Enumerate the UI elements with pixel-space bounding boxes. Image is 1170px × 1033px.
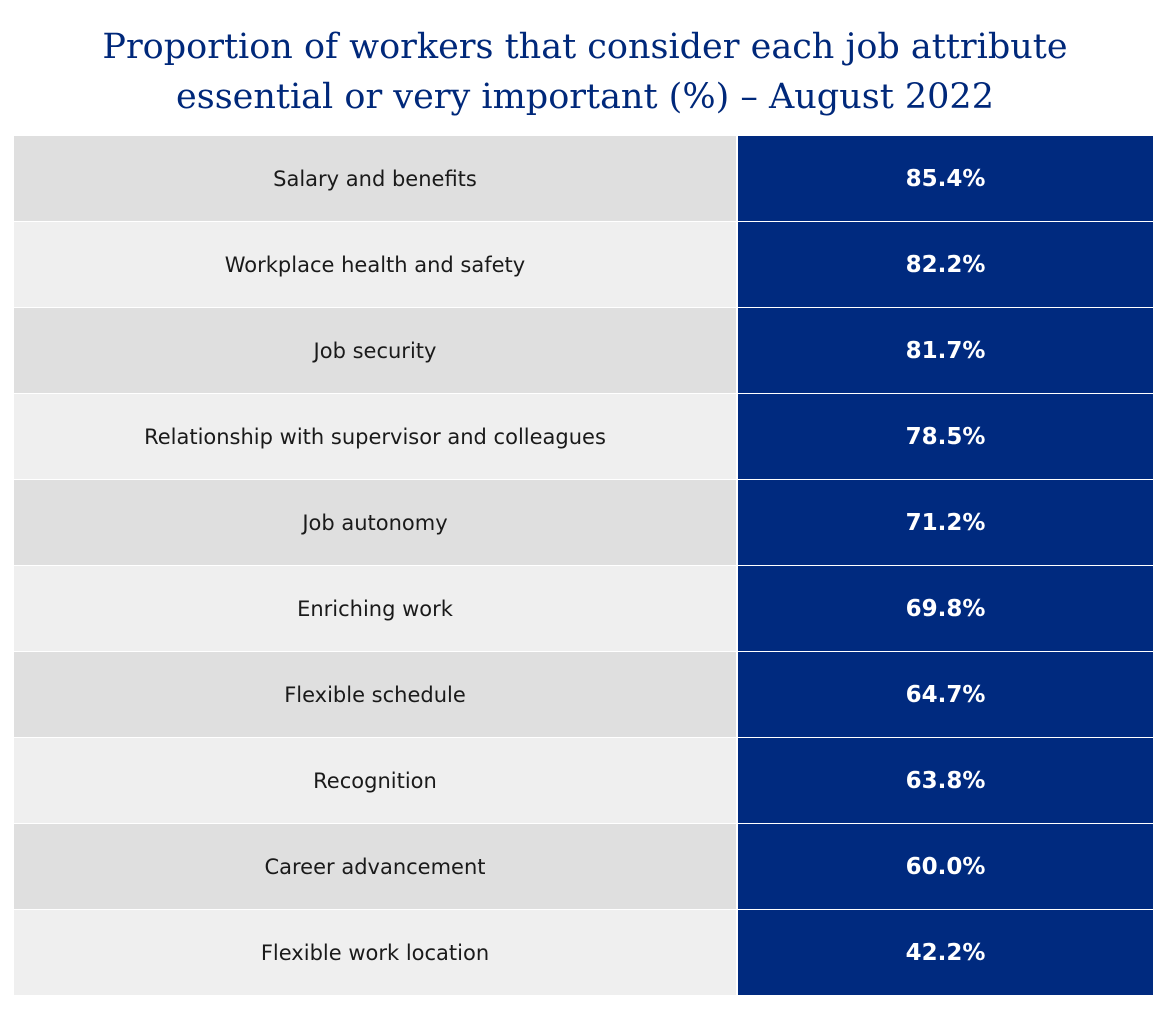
table-row: Flexible schedule 64.7% (14, 652, 1153, 737)
column-divider (736, 652, 738, 737)
table-row: Job security 81.7% (14, 308, 1153, 393)
column-divider (736, 136, 738, 221)
table-row: Relationship with supervisor and colleag… (14, 394, 1153, 479)
attribute-value: 60.0% (738, 824, 1153, 909)
attribute-label: Job security (14, 308, 736, 393)
table-row: Job autonomy 71.2% (14, 480, 1153, 565)
column-divider (736, 738, 738, 823)
attribute-label: Relationship with supervisor and colleag… (14, 394, 736, 479)
attribute-value: 69.8% (738, 566, 1153, 651)
attribute-label: Salary and benefits (14, 136, 736, 221)
attribute-value: 71.2% (738, 480, 1153, 565)
attribute-value: 63.8% (738, 738, 1153, 823)
column-divider (736, 566, 738, 651)
attribute-label: Recognition (14, 738, 736, 823)
chart-title: Proportion of workers that consider each… (0, 22, 1170, 122)
attribute-label: Enriching work (14, 566, 736, 651)
table-row: Career advancement 60.0% (14, 824, 1153, 909)
attribute-value: 82.2% (738, 222, 1153, 307)
table-row: Flexible work location 42.2% (14, 910, 1153, 995)
attribute-label: Career advancement (14, 824, 736, 909)
column-divider (736, 824, 738, 909)
column-divider (736, 910, 738, 995)
attribute-value: 64.7% (738, 652, 1153, 737)
table-row: Recognition 63.8% (14, 738, 1153, 823)
table-row: Salary and benefits 85.4% (14, 136, 1153, 221)
attribute-value: 78.5% (738, 394, 1153, 479)
attribute-label: Flexible work location (14, 910, 736, 995)
column-divider (736, 222, 738, 307)
table-row: Enriching work 69.8% (14, 566, 1153, 651)
column-divider (736, 394, 738, 479)
table-row: Workplace health and safety 82.2% (14, 222, 1153, 307)
attribute-value: 85.4% (738, 136, 1153, 221)
attribute-label: Flexible schedule (14, 652, 736, 737)
column-divider (736, 480, 738, 565)
chart-title-line-1: Proportion of workers that consider each… (102, 27, 1068, 67)
attribute-value: 42.2% (738, 910, 1153, 995)
attribute-table: Salary and benefits 85.4% Workplace health… (14, 136, 1153, 995)
attribute-label: Workplace health and safety (14, 222, 736, 307)
attribute-label: Job autonomy (14, 480, 736, 565)
column-divider (736, 308, 738, 393)
chart-title-line-2: essential or very important (%) – August… (176, 77, 994, 117)
attribute-value: 81.7% (738, 308, 1153, 393)
